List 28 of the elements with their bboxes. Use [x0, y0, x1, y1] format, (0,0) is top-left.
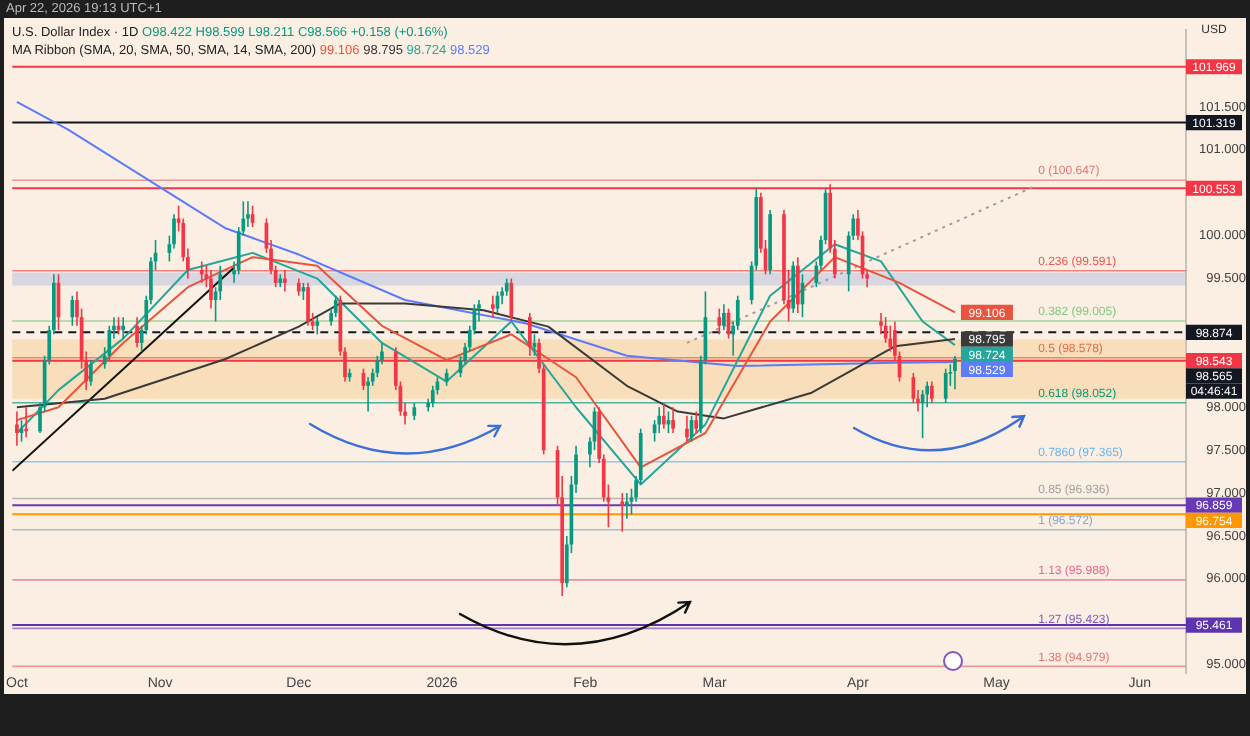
candlestick: [685, 415, 689, 443]
candlestick: [88, 359, 93, 387]
candlestick: [199, 260, 204, 284]
candlestick: [246, 200, 250, 228]
candlestick: [791, 260, 796, 314]
candlestick: [107, 324, 112, 361]
candlestick: [930, 380, 934, 404]
candlestick: [625, 492, 629, 520]
candlestick: [620, 492, 625, 533]
candlestick: [306, 282, 310, 327]
candlestick: [135, 316, 139, 349]
candlestick: [717, 307, 722, 336]
candlestick: [333, 294, 338, 318]
candlestick: [121, 316, 126, 340]
candlestick: [694, 410, 699, 434]
candlestick: [15, 410, 19, 447]
candlestick: [953, 355, 957, 390]
candlestick: [671, 406, 675, 434]
candlestick: [209, 269, 213, 310]
candlestick: [722, 303, 726, 331]
candlestick: [527, 312, 532, 357]
candlestick: [491, 294, 495, 318]
candlestick: [283, 269, 287, 293]
candlestick: [661, 402, 666, 430]
candlestick: [879, 312, 883, 336]
candlestick: [509, 277, 514, 323]
candlestick: [795, 256, 800, 314]
candlestick: [888, 324, 893, 353]
